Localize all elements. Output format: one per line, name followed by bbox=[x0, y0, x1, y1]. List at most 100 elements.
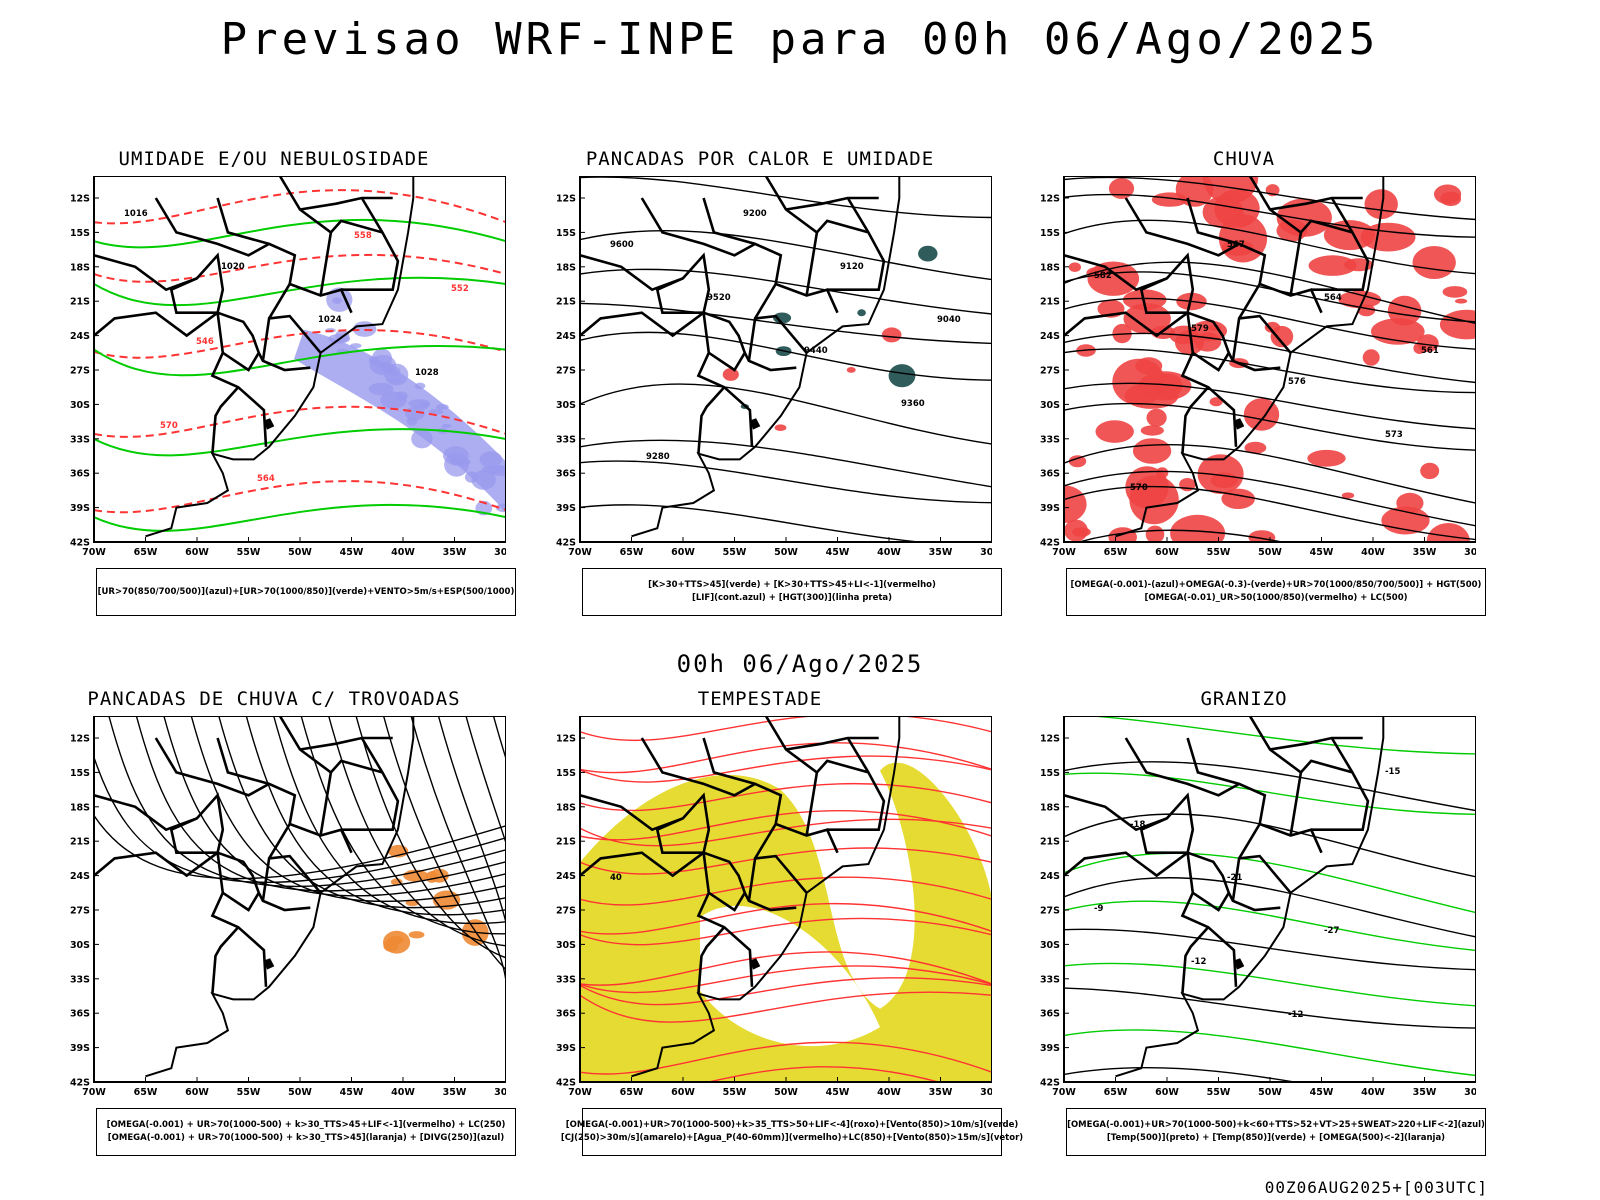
coastline bbox=[145, 176, 415, 538]
field-area bbox=[1064, 519, 1088, 542]
country-border bbox=[580, 311, 705, 338]
contour-line bbox=[1064, 761, 1476, 812]
lon-tick-label: 55W bbox=[237, 1087, 261, 1098]
field-area bbox=[888, 364, 916, 388]
contour-line bbox=[580, 504, 925, 542]
lat-tick-label: 12S bbox=[70, 734, 90, 745]
contour-label: 579 bbox=[1191, 324, 1209, 334]
country-border bbox=[747, 854, 808, 901]
lat-tick-label: 15S bbox=[70, 768, 90, 779]
contour-label: -15 bbox=[1385, 767, 1400, 777]
country-border bbox=[1227, 892, 1281, 912]
lat-tick-label: 18S bbox=[556, 802, 576, 813]
lat-tick-label: 24S bbox=[70, 871, 90, 882]
lon-tick-label: 35W bbox=[443, 1087, 467, 1098]
field-area bbox=[918, 245, 938, 262]
contour-line bbox=[580, 439, 992, 488]
lon-tick-label: 55W bbox=[723, 547, 747, 558]
map-frame bbox=[1063, 716, 1476, 1083]
country-border bbox=[94, 311, 219, 338]
lat-tick-label: 42S bbox=[70, 1078, 90, 1089]
contour-line bbox=[94, 428, 506, 457]
contour-line bbox=[580, 268, 992, 315]
lat-tick-label: 21S bbox=[70, 297, 90, 308]
lat-tick-label: 42S bbox=[1040, 1078, 1060, 1089]
field-area bbox=[1145, 525, 1165, 542]
lat-tick-label: 21S bbox=[1040, 297, 1060, 308]
country-border bbox=[341, 737, 400, 831]
contour-line bbox=[580, 876, 992, 906]
lon-tick-label: 50W bbox=[774, 1087, 798, 1098]
lon-tick-label: 35W bbox=[443, 547, 467, 558]
field-area bbox=[1308, 255, 1357, 276]
field-area bbox=[1434, 184, 1462, 205]
contour-label: 564 bbox=[257, 474, 275, 484]
lon-tick-label: 60W bbox=[671, 547, 695, 558]
map-content: 582 579 576 573 570 567 564 561 bbox=[1064, 176, 1476, 542]
country-border bbox=[289, 822, 353, 854]
country-border bbox=[1269, 196, 1363, 211]
panel-umidade: UMIDADE E/OU NEBULOSIDADE 1016 1020 1024 102… bbox=[54, 148, 516, 628]
lat-tick-label: 27S bbox=[1040, 366, 1060, 377]
lon-tick-label: 35W bbox=[929, 1087, 953, 1098]
lat-tick-label: 15S bbox=[70, 228, 90, 239]
contour-label: 9520 bbox=[707, 293, 731, 303]
country-border bbox=[1186, 197, 1267, 320]
map-granizo: -9 -12 -12 -15 -18 -21 -27 12S 15S 18S 21S 24S 27S 30… bbox=[1040, 716, 1476, 1098]
contour-line bbox=[1064, 382, 1476, 430]
country-border bbox=[257, 892, 311, 912]
field-area bbox=[1068, 455, 1087, 468]
lon-tick-label: 30W bbox=[494, 547, 506, 558]
lat-tick-label: 33S bbox=[556, 974, 576, 985]
legend-line: [UR>70(850/700/500)](azul)+[UR>70(1000/8… bbox=[97, 586, 515, 597]
country-border bbox=[827, 737, 886, 831]
contour-line bbox=[1064, 297, 1476, 350]
field-area bbox=[1108, 178, 1135, 199]
lat-tick-label: 27S bbox=[1040, 906, 1060, 917]
country-border bbox=[764, 716, 819, 836]
contour-label: 1028 bbox=[415, 368, 439, 378]
lon-tick-label: 30W bbox=[494, 1087, 506, 1098]
field-area bbox=[1146, 408, 1167, 427]
panel-legend: [UR>70(850/700/500)](azul)+[UR>70(1000/8… bbox=[96, 568, 516, 616]
field-area bbox=[1455, 298, 1468, 304]
country-border bbox=[1311, 197, 1370, 291]
country-border bbox=[815, 219, 869, 234]
lon-tick-label: 40W bbox=[1361, 547, 1385, 558]
field-area bbox=[1209, 397, 1223, 407]
field-area bbox=[846, 367, 856, 373]
lat-tick-label: 21S bbox=[1040, 837, 1060, 848]
country-border bbox=[216, 851, 261, 912]
contour-line bbox=[94, 189, 506, 225]
country-border bbox=[341, 197, 400, 291]
field-area bbox=[1132, 438, 1172, 464]
lat-tick-label: 42S bbox=[556, 538, 576, 549]
lon-tick-label: 70W bbox=[568, 1087, 592, 1098]
country-border bbox=[257, 352, 311, 372]
country-border bbox=[702, 197, 783, 320]
field-area bbox=[1362, 349, 1380, 366]
lon-tick-label: 60W bbox=[1155, 1087, 1179, 1098]
contour-line bbox=[1064, 928, 1476, 971]
lat-tick-label: 18S bbox=[1040, 262, 1060, 273]
contour-label: -12 bbox=[1191, 957, 1206, 967]
country-border bbox=[697, 386, 726, 454]
field-area bbox=[1112, 358, 1166, 406]
lat-tick-label: 36S bbox=[556, 469, 576, 480]
panel-title: GRANIZO bbox=[1200, 688, 1288, 710]
lat-tick-label: 27S bbox=[70, 366, 90, 377]
field-area bbox=[1244, 441, 1267, 454]
field-area bbox=[773, 312, 792, 324]
contour-line bbox=[1076, 529, 1286, 542]
lat-tick-label: 24S bbox=[1040, 871, 1060, 882]
contour-line bbox=[1064, 219, 1476, 275]
contour-label: -9 bbox=[1094, 904, 1104, 914]
country-border bbox=[775, 282, 839, 314]
field-area bbox=[408, 931, 425, 939]
legend-line: [OMEGA(-0.001) + UR>70(1000-500) + k>30_… bbox=[107, 1133, 505, 1143]
country-border bbox=[278, 716, 333, 836]
country-border bbox=[785, 736, 879, 751]
contour-label: 561 bbox=[1421, 346, 1439, 356]
contour-label: 570 bbox=[1130, 483, 1148, 493]
country-border bbox=[1139, 277, 1188, 314]
